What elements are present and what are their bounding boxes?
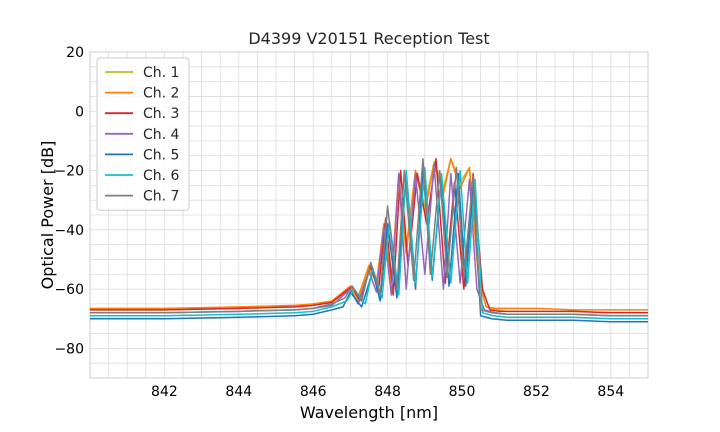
x-tick-label: 844	[225, 384, 252, 400]
y-tick-label: −60	[54, 282, 84, 298]
y-tick-label: 20	[66, 45, 84, 61]
y-axis-label: Optical Power [dB]	[38, 141, 57, 290]
x-tick-label: 842	[151, 384, 178, 400]
series-layer	[90, 157, 648, 323]
y-tick-label: 0	[75, 104, 84, 120]
x-axis-ticks: 842 844 846 848 850 852 854	[151, 384, 624, 400]
legend-label: Ch. 5	[143, 147, 179, 163]
x-tick-label: 850	[449, 384, 476, 400]
x-tick-label: 848	[374, 384, 401, 400]
y-tick-label: −80	[54, 341, 84, 357]
legend-label: Ch. 4	[143, 127, 180, 143]
y-tick-label: −20	[54, 164, 84, 180]
x-tick-label: 854	[597, 384, 624, 400]
series-line-ch-6	[90, 166, 648, 320]
legend-label: Ch. 2	[143, 86, 179, 102]
series-line-ch-3	[90, 157, 648, 314]
legend-label: Ch. 3	[143, 106, 179, 122]
legend: Ch. 1 Ch. 2 Ch. 3 Ch. 4 Ch. 5 Ch. 6 Ch. 7	[96, 57, 190, 211]
legend-label: Ch. 7	[143, 189, 179, 205]
x-tick-label: 846	[300, 384, 327, 400]
legend-label: Ch. 1	[143, 65, 179, 81]
x-axis-label: Wavelength [nm]	[300, 403, 438, 422]
y-tick-label: −40	[54, 223, 84, 239]
x-tick-label: 852	[523, 384, 550, 400]
series-line-ch-7	[90, 157, 648, 317]
chart-title: D4399 V20151 Reception Test	[248, 29, 489, 48]
legend-label: Ch. 6	[143, 168, 180, 184]
plot-area	[89, 51, 649, 379]
series-line-ch-5	[90, 169, 648, 323]
y-axis-ticks: −80 −60 −40 −20 0 20	[54, 45, 84, 357]
legend-box	[96, 57, 190, 211]
series-line-ch-2	[90, 157, 648, 311]
